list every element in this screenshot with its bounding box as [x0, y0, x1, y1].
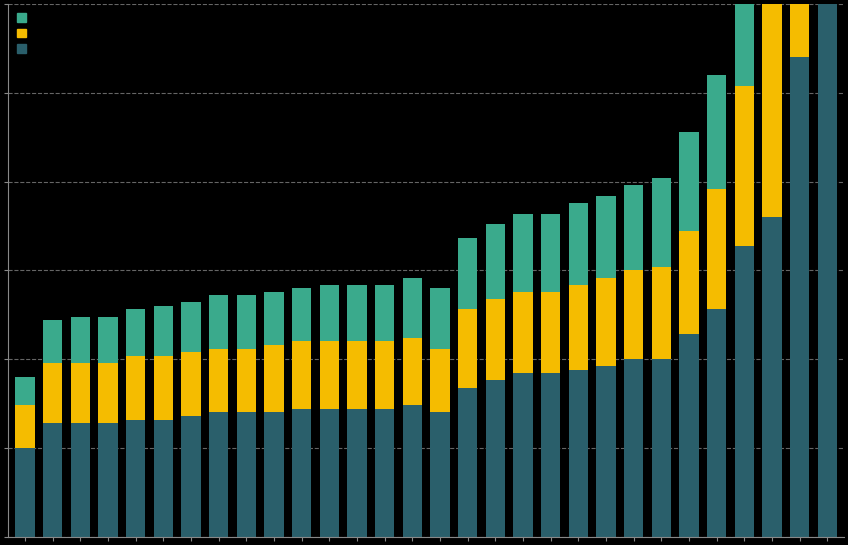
Bar	[734, 246, 754, 537]
Bar	[624, 359, 644, 537]
Bar	[98, 317, 118, 363]
Bar	[181, 352, 201, 416]
Bar	[596, 277, 616, 366]
Bar	[237, 348, 256, 413]
Bar	[679, 334, 699, 537]
Bar	[347, 284, 366, 341]
Bar	[679, 232, 699, 334]
Bar	[762, 217, 782, 537]
Bar	[568, 203, 588, 284]
Bar	[181, 302, 201, 352]
Bar	[15, 405, 35, 448]
Bar	[209, 348, 228, 413]
Bar	[651, 359, 671, 537]
Bar	[403, 338, 422, 405]
Bar	[237, 413, 256, 537]
Bar	[98, 423, 118, 537]
Bar	[43, 320, 62, 363]
Bar	[651, 267, 671, 359]
Bar	[707, 189, 726, 310]
Bar	[347, 409, 366, 537]
Bar	[153, 420, 173, 537]
Bar	[679, 132, 699, 232]
Bar	[486, 380, 505, 537]
Bar	[265, 413, 283, 537]
Bar	[789, 57, 809, 537]
Bar	[70, 363, 90, 423]
Bar	[15, 448, 35, 537]
Bar	[292, 409, 311, 537]
Bar	[265, 345, 283, 413]
Bar	[596, 196, 616, 277]
Legend: , , : , ,	[14, 10, 33, 58]
Bar	[568, 284, 588, 370]
Bar	[209, 295, 228, 348]
Bar	[817, 0, 837, 537]
Bar	[403, 277, 422, 338]
Bar	[541, 292, 561, 373]
Bar	[458, 239, 477, 310]
Bar	[292, 288, 311, 341]
Bar	[707, 75, 726, 189]
Bar	[70, 317, 90, 363]
Bar	[153, 356, 173, 420]
Bar	[126, 310, 145, 356]
Bar	[513, 214, 533, 292]
Bar	[430, 288, 449, 348]
Bar	[320, 409, 339, 537]
Bar	[734, 0, 754, 86]
Bar	[15, 377, 35, 405]
Bar	[153, 306, 173, 356]
Bar	[596, 366, 616, 537]
Bar	[707, 310, 726, 537]
Bar	[458, 310, 477, 387]
Bar	[513, 292, 533, 373]
Bar	[98, 363, 118, 423]
Bar	[624, 185, 644, 270]
Bar	[126, 420, 145, 537]
Bar	[181, 416, 201, 537]
Bar	[320, 284, 339, 341]
Bar	[762, 4, 782, 217]
Bar	[789, 0, 809, 57]
Bar	[624, 270, 644, 359]
Bar	[486, 224, 505, 299]
Bar	[209, 413, 228, 537]
Bar	[70, 423, 90, 537]
Bar	[320, 341, 339, 409]
Bar	[486, 299, 505, 380]
Bar	[734, 86, 754, 246]
Bar	[375, 409, 394, 537]
Bar	[430, 348, 449, 413]
Bar	[430, 413, 449, 537]
Bar	[651, 178, 671, 267]
Bar	[403, 405, 422, 537]
Bar	[292, 341, 311, 409]
Bar	[458, 387, 477, 537]
Bar	[237, 295, 256, 348]
Bar	[126, 356, 145, 420]
Bar	[762, 0, 782, 4]
Bar	[347, 341, 366, 409]
Bar	[43, 363, 62, 423]
Bar	[513, 373, 533, 537]
Bar	[375, 284, 394, 341]
Bar	[375, 341, 394, 409]
Bar	[541, 373, 561, 537]
Bar	[43, 423, 62, 537]
Bar	[265, 292, 283, 345]
Bar	[541, 214, 561, 292]
Bar	[568, 370, 588, 537]
